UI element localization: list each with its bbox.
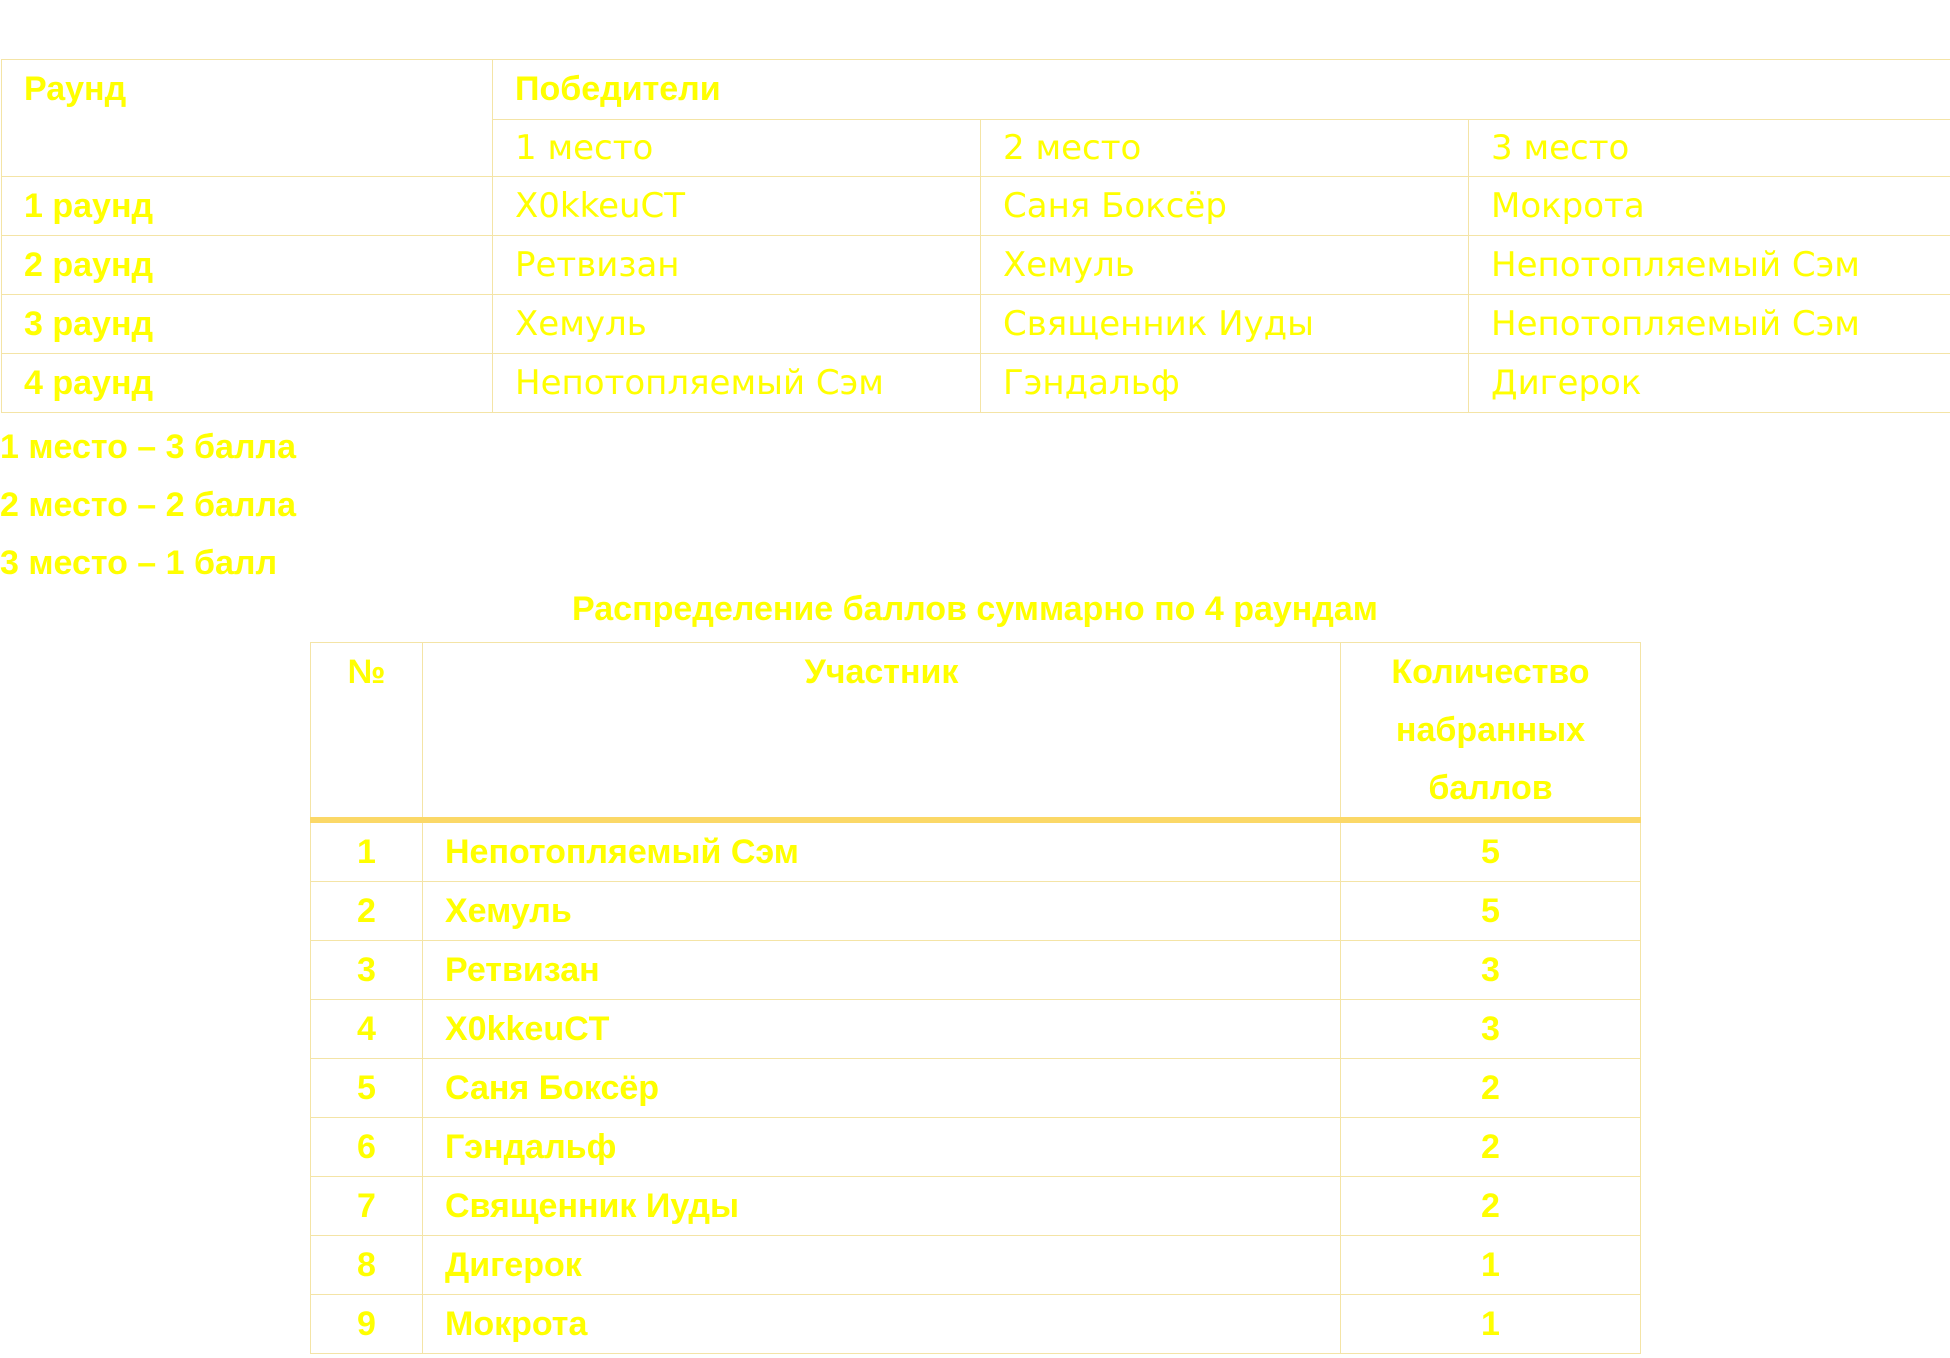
round-header: Раунд: [1, 59, 493, 177]
totals-row: 5 Саня Боксёр 2: [310, 1058, 1641, 1118]
participant-cell: Ретвизан: [422, 940, 1341, 1000]
score-cell: 1: [1340, 1235, 1641, 1295]
rank-cell: 5: [310, 1058, 423, 1118]
second-place-cell: Священник Иуды: [980, 294, 1469, 354]
totals-row: 3 Ретвизан 3: [310, 940, 1641, 1000]
rank-cell: 1: [310, 819, 423, 882]
round-label: 3 раунд: [1, 294, 493, 354]
totals-table: № Участник Количество набранных баллов 1…: [310, 642, 1641, 1354]
participant-cell: Гэндальф: [422, 1117, 1341, 1177]
place-header-2: 2 место: [980, 119, 1469, 177]
participant-cell: Мокрота: [422, 1294, 1341, 1354]
number-header: №: [310, 642, 423, 823]
third-place-cell: Непотопляемый Сэм: [1467, 235, 1950, 295]
winners-header: Победители: [491, 59, 1950, 120]
score-cell: 2: [1340, 1058, 1641, 1118]
rank-cell: 8: [310, 1235, 423, 1295]
score-cell: 2: [1340, 1117, 1641, 1177]
first-place-cell: Непотопляемый Сэм: [492, 353, 981, 413]
first-place-cell: Ретвизан: [492, 235, 981, 295]
participant-cell: Священник Иуды: [422, 1176, 1341, 1236]
rank-cell: 6: [310, 1117, 423, 1177]
second-place-cell: Хемуль: [980, 235, 1469, 295]
participant-cell: Дигерок: [422, 1235, 1341, 1295]
rank-cell: 3: [310, 940, 423, 1000]
first-place-cell: X0kkeuCT: [492, 176, 981, 236]
legend-third-place: 3 место – 1 балл: [0, 544, 278, 582]
score-cell: 5: [1340, 881, 1641, 941]
place-header-1: 1 место: [492, 119, 981, 177]
second-place-cell: Саня Боксёр: [980, 176, 1469, 236]
winners-table: Раунд Победители 1 место 2 место 3 место…: [1, 59, 1950, 413]
round-label: 1 раунд: [1, 176, 493, 236]
rank-cell: 9: [310, 1294, 423, 1354]
totals-row: 6 Гэндальф 2: [310, 1117, 1641, 1177]
totals-row: 9 Мокрота 1: [310, 1294, 1641, 1354]
score-cell: 2: [1340, 1176, 1641, 1236]
participant-cell: Хемуль: [422, 881, 1341, 941]
winners-row: 2 раунд Ретвизан Хемуль Непотопляемый Сэ…: [1, 235, 1950, 295]
score-header: Количество набранных баллов: [1340, 642, 1641, 823]
totals-row: 8 Дигерок 1: [310, 1235, 1641, 1295]
points-legend: 1 место – 3 балла 2 место – 2 балла 3 ме…: [0, 418, 296, 592]
third-place-cell: Непотопляемый Сэм: [1467, 294, 1950, 354]
round-label: 2 раунд: [1, 235, 493, 295]
totals-row: 1 Непотопляемый Сэм 5: [310, 819, 1641, 882]
first-place-cell: Хемуль: [492, 294, 981, 354]
totals-row: 4 X0kkeuCT 3: [310, 999, 1641, 1059]
score-cell: 5: [1340, 819, 1641, 882]
rank-cell: 2: [310, 881, 423, 941]
winners-row: 3 раунд Хемуль Священник Иуды Непотопляе…: [1, 294, 1950, 354]
participant-cell: Непотопляемый Сэм: [422, 819, 1341, 882]
second-place-cell: Гэндальф: [980, 353, 1469, 413]
participant-cell: Саня Боксёр: [422, 1058, 1341, 1118]
winners-row: 1 раунд X0kkeuCT Саня Боксёр Мокрота: [1, 176, 1950, 236]
legend-first-place: 1 место – 3 балла: [0, 428, 297, 466]
score-cell: 3: [1340, 999, 1641, 1059]
totals-row: 2 Хемуль 5: [310, 881, 1641, 941]
legend-second-place: 2 место – 2 балла: [0, 486, 297, 524]
score-cell: 3: [1340, 940, 1641, 1000]
rank-cell: 4: [310, 999, 423, 1059]
place-header-3: 3 место: [1467, 119, 1950, 177]
winners-row: 4 раунд Непотопляемый Сэм Гэндальф Дигер…: [1, 353, 1950, 413]
third-place-cell: Дигерок: [1467, 353, 1950, 413]
rank-cell: 7: [310, 1176, 423, 1236]
score-cell: 1: [1340, 1294, 1641, 1354]
round-label: 4 раунд: [1, 353, 493, 413]
third-place-cell: Мокрота: [1467, 176, 1950, 236]
totals-row: 7 Священник Иуды 2: [310, 1176, 1641, 1236]
participant-header: Участник: [422, 642, 1341, 823]
participant-cell: X0kkeuCT: [422, 999, 1341, 1059]
totals-title: Распределение баллов суммарно по 4 раунд…: [572, 590, 1378, 628]
